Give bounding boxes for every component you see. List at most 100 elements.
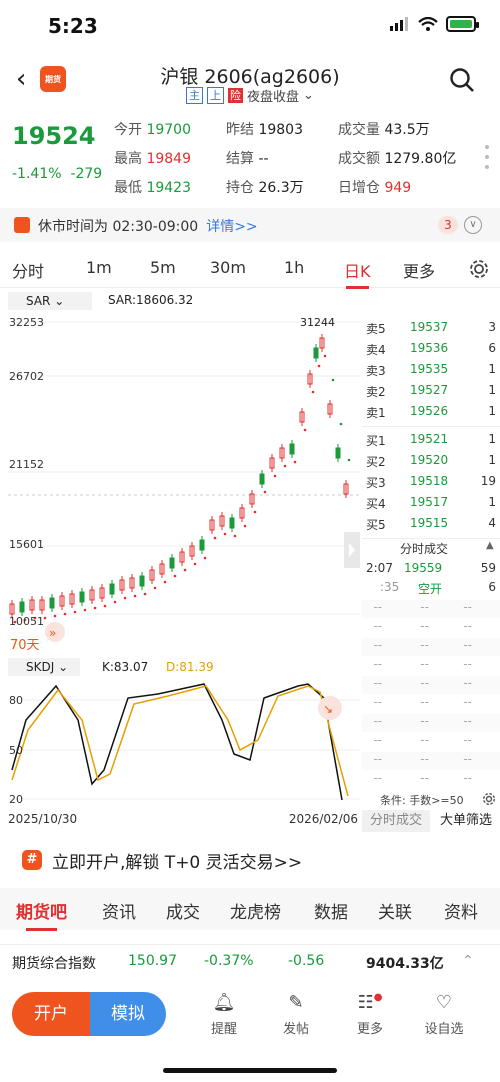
tab-timeshare[interactable]: 分时 xyxy=(12,262,45,281)
k-line xyxy=(11,683,343,801)
market-notice[interactable]: 休市时间为 02:30-09:00 详情>> 3 ∨ xyxy=(0,208,500,242)
bid-price: 19517 xyxy=(410,495,449,509)
tab-1m[interactable]: 1m xyxy=(86,258,112,277)
tab-5m[interactable]: 5m xyxy=(150,258,176,277)
tab-info[interactable]: 资料 xyxy=(444,903,478,923)
post-button[interactable]: ✎ 发帖 xyxy=(266,992,326,1037)
candle xyxy=(29,599,35,611)
candle xyxy=(313,347,319,359)
app-logo: 期货 xyxy=(40,66,66,92)
bottom-tabs: 期货吧 资讯 成交 龙虎榜 数据 关联 资料 xyxy=(0,888,500,931)
high-label: 最高 xyxy=(114,151,142,167)
ask-qty: 3 xyxy=(488,320,496,334)
tab-news[interactable]: 资讯 xyxy=(102,903,136,923)
expand-icon[interactable]: ∨ xyxy=(464,216,482,234)
bottom-bar: 开户 模拟 🔔︎ 提醒 ✎ 发帖 ☷● 更多 ♡ 设自选 xyxy=(0,984,500,1082)
tab-1h[interactable]: 1h xyxy=(284,258,305,277)
tick-row: :35 空开 6 xyxy=(362,578,500,598)
date-axis: 2025/10/30 2026/02/06 xyxy=(8,810,360,828)
more-button[interactable]: ☷● 更多 xyxy=(340,992,400,1037)
chevron-up-icon[interactable]: ⌃ xyxy=(462,953,474,969)
candle xyxy=(219,515,225,527)
candle xyxy=(259,473,265,485)
ticks-sort-icon[interactable]: ▲ xyxy=(486,540,494,551)
book-divider xyxy=(362,426,500,427)
empty-tick-row: -- -- -- xyxy=(362,771,500,789)
more-dots-icon[interactable] xyxy=(484,144,490,170)
simulate-button[interactable]: 模拟 xyxy=(90,992,166,1036)
index-pct: -0.37% xyxy=(204,953,254,969)
ask-5: 卖5 19537 3 xyxy=(362,318,500,338)
empty-tick-row: -- -- -- xyxy=(362,619,500,637)
session-status[interactable]: 夜盘收盘 xyxy=(247,90,300,105)
sar-dot xyxy=(253,510,257,514)
days-label[interactable]: 70天 xyxy=(10,638,40,653)
candle xyxy=(269,457,275,469)
candle xyxy=(149,569,155,581)
sar-dot xyxy=(53,614,57,618)
main-indicator-select[interactable]: SAR ⌄ xyxy=(8,292,92,310)
filter-condition: 条件: 手数>=50 xyxy=(380,794,464,807)
sar-dot xyxy=(283,464,287,468)
bid-qty: 1 xyxy=(488,432,496,446)
bid-qty: 1 xyxy=(488,453,496,467)
tab-ticks[interactable]: 分时成交 xyxy=(362,810,430,832)
tick-row: 2:07 19559 59 xyxy=(362,559,500,579)
tick-qty: 59 xyxy=(480,561,496,575)
candle xyxy=(307,373,313,385)
ask-3: 卖3 19535 1 xyxy=(362,360,500,380)
sar-dot xyxy=(273,474,277,478)
y-tick-3: 21152 xyxy=(9,458,44,471)
sar-dot xyxy=(293,460,297,464)
candle xyxy=(179,551,185,563)
sub-indicator-select[interactable]: SKDJ ⌄ xyxy=(8,658,80,676)
tab-daily-k[interactable]: 日K xyxy=(344,258,371,289)
oi-value: 26.3万 xyxy=(258,180,304,196)
expand-chart-icon[interactable] xyxy=(45,622,65,642)
arrow-down-right-icon[interactable]: ↘ xyxy=(323,702,333,716)
ask-2: 卖2 19527 1 xyxy=(362,381,500,401)
sar-dot xyxy=(347,458,351,462)
index-name: 期货综合指数 xyxy=(12,956,96,972)
tab-forum[interactable]: 期货吧 xyxy=(16,898,67,931)
skdj-chart[interactable]: 80 50 20 ↘ xyxy=(8,680,360,808)
y-tick-4: 15601 xyxy=(9,538,44,551)
index-ticker[interactable]: 期货综合指数 150.97 -0.37% -0.56 9404.33亿 ⌃ xyxy=(0,944,500,978)
add-watchlist-button[interactable]: ♡ 设自选 xyxy=(414,992,474,1037)
open-account-banner[interactable]: # 立即开户,解锁 T+0 灵活交易>> xyxy=(0,842,500,876)
chevron-right-icon[interactable] xyxy=(349,543,355,557)
heart-icon: ♡ xyxy=(435,992,453,1013)
skdj-tick-80: 80 xyxy=(9,694,23,707)
remind-button[interactable]: 🔔︎ 提醒 xyxy=(194,992,254,1037)
open-account-button[interactable]: 开户 xyxy=(12,992,90,1036)
search-icon[interactable] xyxy=(448,66,476,94)
chevron-down-icon[interactable]: ⌄ xyxy=(303,88,314,103)
tab-30m[interactable]: 30m xyxy=(210,258,246,277)
tab-big-orders[interactable]: 大单筛选 xyxy=(439,813,492,828)
gear-icon[interactable] xyxy=(468,258,490,280)
tab-ranking[interactable]: 龙虎榜 xyxy=(230,903,281,923)
candle xyxy=(19,601,25,613)
status-bar: 5:23 xyxy=(0,0,500,52)
sar-dot xyxy=(73,610,77,614)
zoom-icon-bg[interactable] xyxy=(318,696,342,720)
double-arrow-icon[interactable]: » xyxy=(49,626,56,640)
notice-link[interactable]: 详情>> xyxy=(206,219,258,235)
vol-value: 43.5万 xyxy=(384,122,430,138)
sar-dot xyxy=(263,490,267,494)
tab-related[interactable]: 关联 xyxy=(378,903,412,923)
filter-gear-icon[interactable] xyxy=(482,792,496,806)
ask-label: 卖3 xyxy=(366,364,386,378)
y-tick-2: 26702 xyxy=(9,370,44,383)
change-abs: -279 xyxy=(70,166,103,182)
tick-placeholders: -- -- -- -- -- -- -- -- -- -- -- -- -- -… xyxy=(362,600,500,790)
back-icon[interactable]: ‹ xyxy=(16,64,27,94)
tab-more[interactable]: 更多 xyxy=(403,262,436,281)
sar-dot xyxy=(339,422,343,426)
tab-trades[interactable]: 成交 xyxy=(166,903,200,923)
battery-icon xyxy=(446,16,479,32)
candle xyxy=(343,483,349,495)
bell-icon: 🔔︎ xyxy=(212,992,236,1013)
tab-data[interactable]: 数据 xyxy=(314,903,348,923)
kline-chart[interactable]: 32253 26702 21152 15601 10051 31244 70天 … xyxy=(8,314,360,654)
